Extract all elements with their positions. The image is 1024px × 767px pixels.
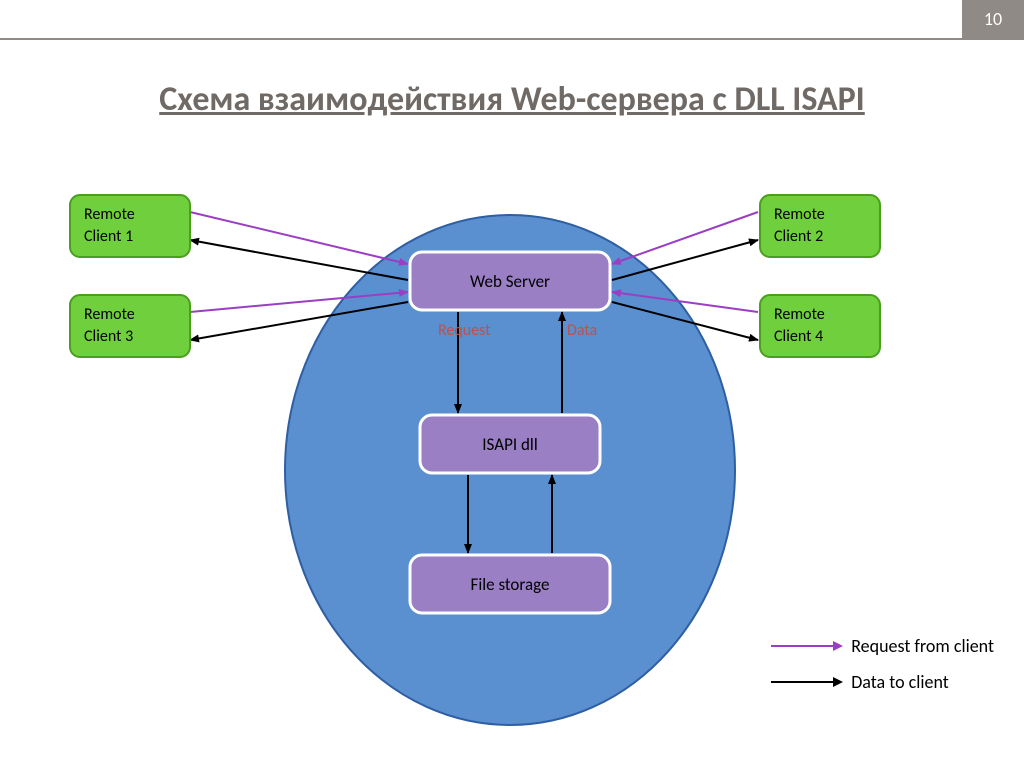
server-label: Web Server [470,271,550,292]
client-label: Remote [84,305,135,324]
data-arrow [190,240,408,280]
client-label: Client 4 [774,327,823,346]
header-rule [0,38,1024,40]
legend-label-data: Data to client [851,671,949,693]
client-label: Client 1 [84,227,133,246]
flow-label: Request [438,321,491,340]
arrow-icon [771,681,841,683]
legend-row-request: Request from client [771,635,994,657]
request-arrow [612,212,758,264]
page-number-badge: 10 [962,0,1024,38]
arrow-icon [771,645,841,647]
server-label: File storage [471,574,550,595]
page-number: 10 [984,8,1002,30]
request-arrow [190,212,408,264]
legend: Request from client Data to client [771,621,994,707]
client-label: Client 3 [84,327,133,346]
client-label: Remote [84,205,135,224]
server-label: ISAPI dll [482,434,537,455]
slide-title: Схема взаимодействия Web-сервера с DLL I… [0,79,1024,120]
legend-row-data: Data to client [771,671,994,693]
client-label: Client 2 [774,227,823,246]
client-label: Remote [774,205,825,224]
flow-label: Data [567,321,597,340]
client-label: Remote [774,305,825,324]
legend-label-request: Request from client [851,635,994,657]
